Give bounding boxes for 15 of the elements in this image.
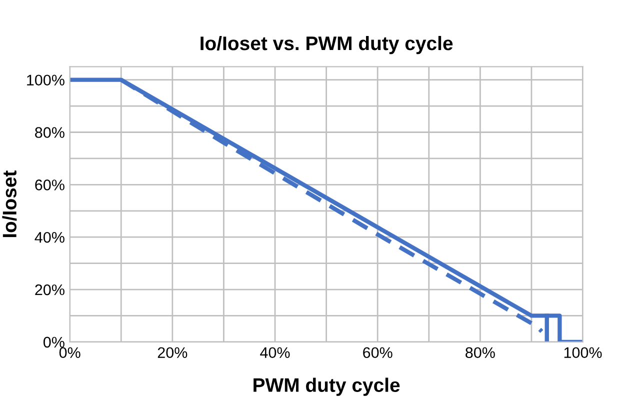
y-axis-title: Io/Ioset [2,170,17,238]
y-tick-label: 100% [27,74,64,86]
x-tick-label: 0% [59,347,80,358]
x-axis-title: PWM duty cycle [254,378,400,396]
chart-title: Io/Ioset vs. PWM duty cycle [200,36,453,54]
x-tick-label: 60% [363,347,392,358]
x-tick-label: 20% [158,347,188,358]
x-tick-label: 100% [564,347,602,358]
x-tick-label: 40% [260,347,290,358]
y-tick-label: 60% [35,180,64,190]
x-tick-label: 80% [466,347,495,358]
y-tick-label: 0% [43,336,64,348]
y-tick-label: 40% [34,232,64,243]
y-tick-label: 20% [35,284,64,296]
y-tick-label: 80% [35,127,64,138]
